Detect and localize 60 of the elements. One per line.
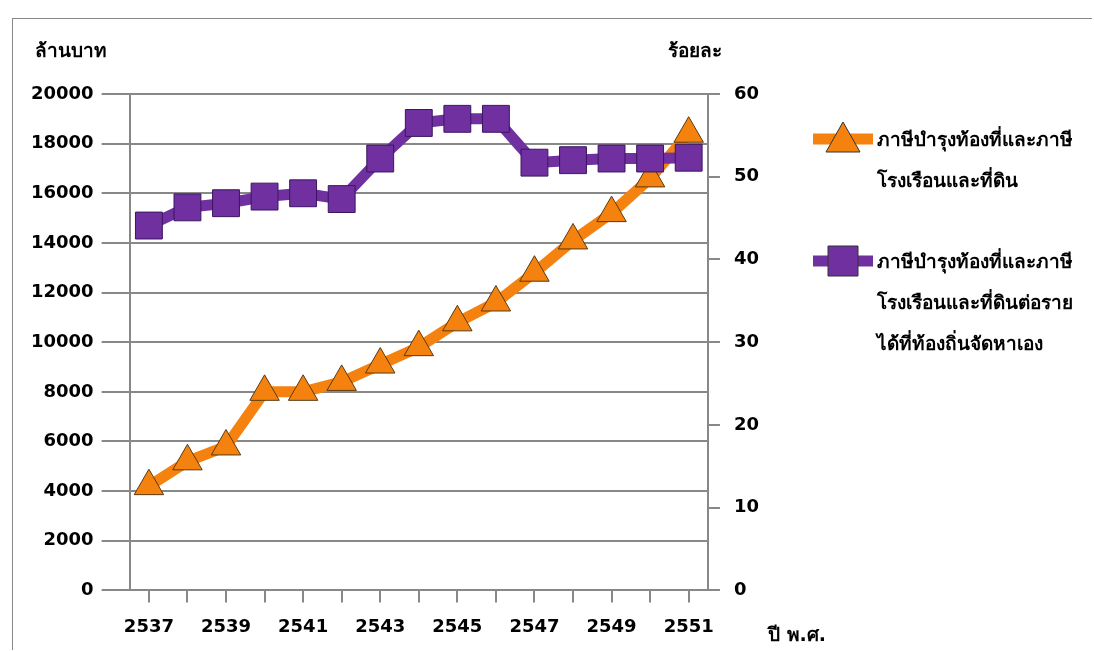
point	[597, 144, 626, 173]
y-tick-label: 8000	[43, 379, 94, 401]
point	[673, 116, 704, 143]
legend-label: ภาษีบำรุงท้องที่และภาษีโรงเรือนและที่ดินต่อรายได้ที่ท้องถิ่นจัดหาเอง	[877, 247, 1074, 356]
y-tick-label: 6000	[43, 429, 94, 451]
y2-tick-label: 40	[733, 247, 760, 269]
point	[250, 182, 279, 211]
y-tick-label: 20000	[31, 81, 94, 103]
point	[519, 255, 550, 282]
x-tick-label: 2543	[355, 614, 406, 636]
y2-tick-label: 20	[733, 412, 760, 434]
x-axis-title: ปี พ.ศ.	[768, 622, 827, 647]
x-tick-label: 2539	[200, 614, 252, 636]
y-axis-title: ล้านบาท	[35, 38, 107, 63]
point	[442, 304, 473, 332]
point	[559, 146, 587, 175]
y2-tick-label: 10	[733, 495, 760, 517]
y-tick-label: 2000	[43, 528, 94, 550]
y-tick-label: 10000	[31, 329, 94, 351]
point	[481, 104, 510, 133]
point	[674, 143, 703, 172]
point	[365, 347, 396, 374]
x-tick-label: 2547	[509, 614, 560, 636]
point	[287, 374, 319, 401]
y-tick-label: 18000	[31, 131, 94, 153]
point	[249, 374, 280, 401]
y2-axis-title: ร้อยละ	[668, 38, 722, 63]
x-tick-label: 2541	[278, 614, 329, 636]
point	[596, 195, 627, 223]
y-tick-label: 4000	[43, 478, 94, 500]
point	[173, 193, 202, 222]
x-tick-label: 2537	[123, 614, 174, 636]
point	[557, 222, 589, 250]
y2-tick-label: 60	[733, 81, 760, 103]
y2-tick-label: 50	[733, 164, 760, 186]
x-tick-label: 2549	[586, 614, 637, 636]
point	[636, 144, 665, 173]
point	[134, 211, 163, 240]
y-tick-label: 12000	[31, 280, 94, 302]
point	[443, 104, 472, 133]
point	[212, 189, 240, 218]
point	[403, 329, 435, 357]
y-tick-label: 14000	[31, 230, 94, 252]
x-tick-label: 2545	[432, 614, 483, 636]
point	[326, 364, 357, 391]
point	[133, 468, 165, 496]
point	[480, 284, 512, 312]
point	[404, 109, 433, 137]
x-tick-label: 2551	[663, 614, 714, 636]
point	[366, 144, 395, 173]
legend-label: ภาษีบำรุงท้องที่และภาษีโรงเรือนและที่ดิน	[877, 125, 1074, 193]
point	[327, 185, 356, 214]
point	[520, 148, 549, 177]
y2-tick-label: 30	[733, 329, 760, 351]
y-tick-label: 0	[81, 578, 94, 600]
point	[210, 428, 242, 456]
y-tick-label: 16000	[31, 180, 94, 202]
point	[172, 443, 203, 471]
y2-tick-label: 0	[733, 578, 747, 600]
point	[289, 179, 318, 208]
